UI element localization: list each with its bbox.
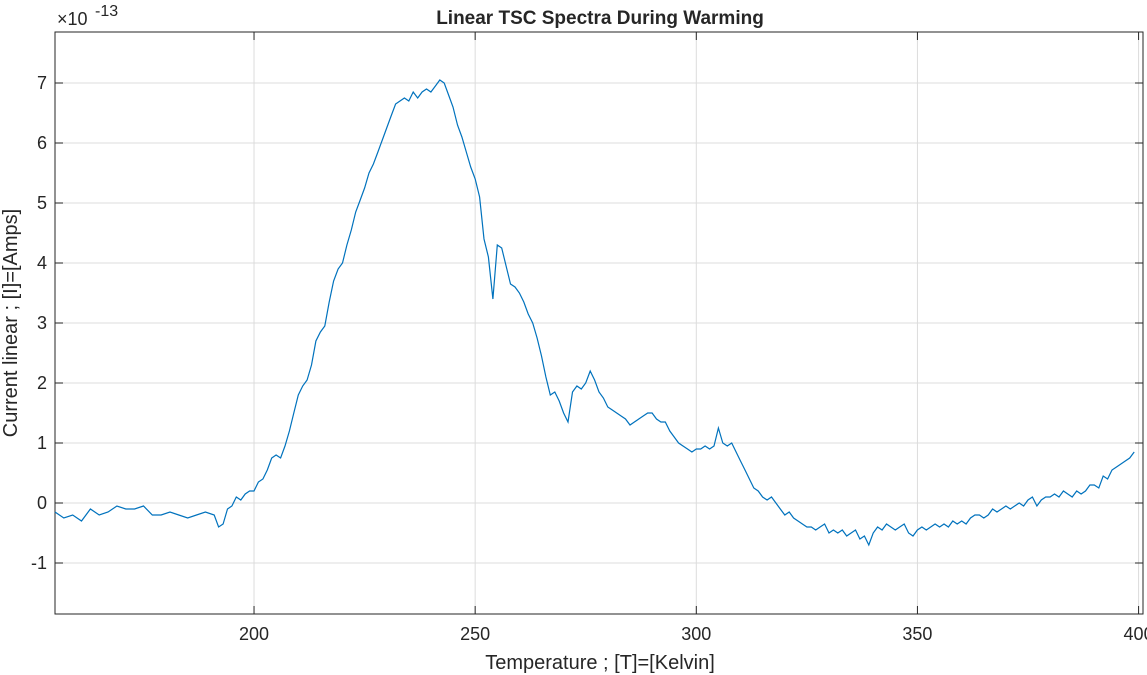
x-tick-label: 350 [902, 624, 932, 644]
y-tick-label: -1 [31, 553, 47, 573]
chart-title: Linear TSC Spectra During Warming [436, 8, 764, 29]
y-tick-label: 5 [37, 193, 47, 213]
y-exponent-base: ×10 [57, 9, 88, 29]
x-tick-label: 200 [239, 624, 269, 644]
y-axis-label: Current linear ; [I]=[Amps] [0, 209, 22, 437]
y-tick-label: 1 [37, 433, 47, 453]
y-tick-label: 3 [37, 313, 47, 333]
x-tick-label: 400 [1124, 624, 1147, 644]
y-tick-label: 7 [37, 73, 47, 93]
y-exponent-power: -13 [95, 3, 118, 20]
x-axis-label: Temperature ; [T]=[Kelvin] [485, 652, 715, 674]
ticks [55, 32, 1143, 614]
y-tick-label: 2 [37, 373, 47, 393]
grid [55, 32, 1143, 614]
series-line [54, 79, 1135, 547]
tick-labels: 200 250 300 350 400 -1 0 1 2 3 4 5 6 7 [31, 73, 1147, 644]
x-tick-label: 300 [681, 624, 711, 644]
y-tick-label: 6 [37, 133, 47, 153]
y-tick-label: 4 [37, 253, 47, 273]
y-tick-label: 0 [37, 493, 47, 513]
x-tick-label: 250 [460, 624, 490, 644]
